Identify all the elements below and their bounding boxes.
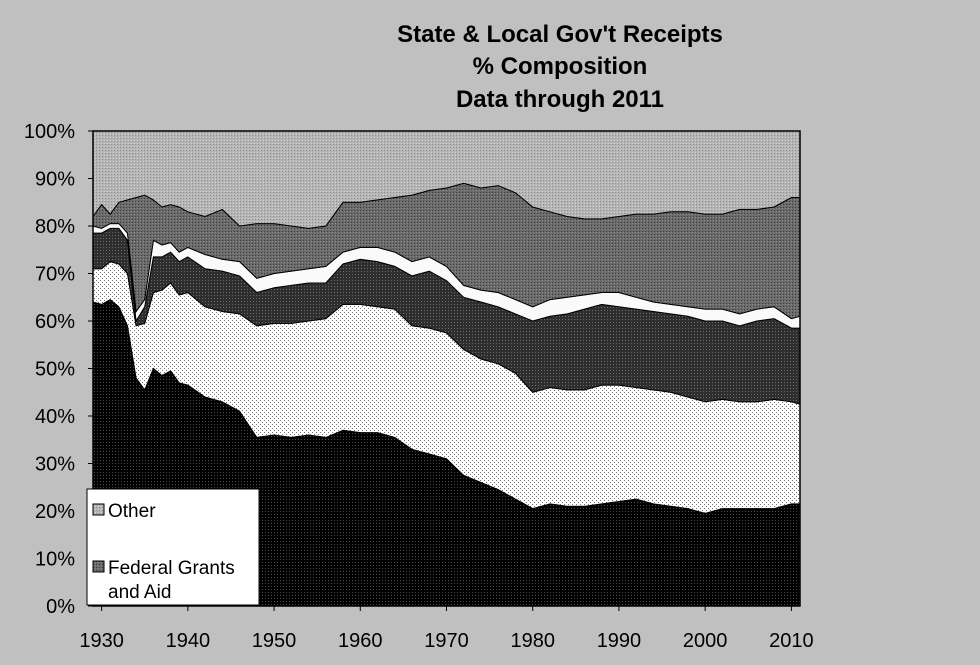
y-tick-label: 60%: [35, 311, 75, 333]
legend-label-line2: and Aid: [108, 582, 171, 603]
y-tick-label: 50%: [35, 359, 75, 381]
x-tick-label: 2010: [769, 630, 814, 652]
x-tick-label: 1940: [166, 630, 211, 652]
x-tick-label: 2000: [683, 630, 728, 652]
x-tick-label: 1990: [597, 630, 642, 652]
y-tick-label: 0%: [46, 596, 75, 618]
legend-label: Federal Grants: [108, 558, 235, 579]
x-tick-label: 1980: [510, 630, 555, 652]
y-tick-label: 20%: [35, 501, 75, 523]
legend-label: Other: [108, 501, 156, 522]
y-tick-label: 30%: [35, 454, 75, 476]
x-tick-label: 1950: [252, 630, 297, 652]
legend-swatch: [92, 503, 105, 516]
y-tick-label: 80%: [35, 216, 75, 238]
y-tick-label: 40%: [35, 406, 75, 428]
x-tick-label: 1970: [424, 630, 469, 652]
axes-group: 0% 10% 20% 30% 40% 50% 60% 70% 80% 90% 100% 1930 194…: [24, 121, 814, 652]
y-tick-label: 90%: [35, 169, 75, 191]
x-tick-label: 1930: [79, 630, 124, 652]
y-tick-label: 10%: [35, 549, 75, 571]
chart-title-line-3: Data through 2011: [455, 86, 665, 113]
chart-title-line-2: % Composition: [472, 53, 648, 80]
x-tick-label: 1960: [338, 630, 383, 652]
y-tick-label: 100%: [24, 121, 75, 143]
area-series-group: [92, 130, 801, 607]
chart-title-line-1: State & Local Gov't Receipts: [397, 21, 723, 48]
y-tick-label: 70%: [35, 264, 75, 286]
legend-box: [86, 488, 260, 606]
chart-legend: Other Federal Grants and Aid: [86, 488, 260, 606]
legend-swatch: [92, 560, 105, 573]
